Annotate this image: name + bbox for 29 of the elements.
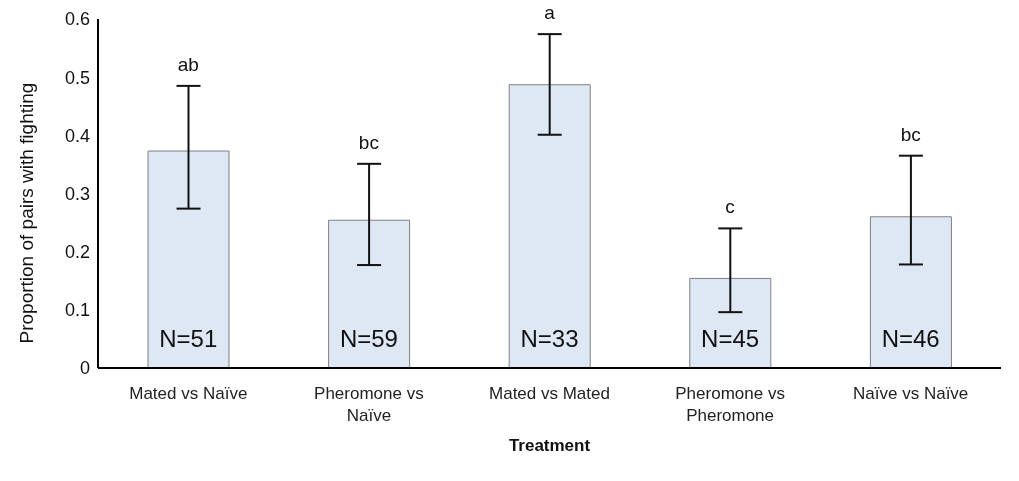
annotation: N=45 bbox=[701, 325, 760, 352]
annotation: N=33 bbox=[520, 325, 579, 352]
annotation: bc bbox=[358, 131, 379, 153]
y-tick-label: 0.2 bbox=[64, 242, 90, 263]
annotation: N=51 bbox=[159, 325, 218, 352]
y-axis-title: Proportion of pairs with fighting bbox=[15, 82, 37, 344]
annotation: a bbox=[544, 2, 556, 24]
x-tick-label: Mated vs Mated bbox=[489, 384, 610, 403]
y-tick-label: 0.4 bbox=[64, 125, 90, 146]
bar bbox=[689, 277, 772, 368]
annotation: ab bbox=[177, 53, 199, 75]
x-tick-label: Mated vs Naïve bbox=[129, 384, 248, 403]
annotation: N=46 bbox=[881, 325, 940, 352]
annotation: c bbox=[725, 196, 735, 218]
bar bbox=[328, 219, 411, 368]
x-tick-label: Naïve vs Naïve bbox=[853, 384, 969, 403]
annotation: N=59 bbox=[339, 325, 398, 352]
bar bbox=[508, 84, 591, 368]
annotation: bc bbox=[900, 123, 921, 145]
y-tick-label: 0.1 bbox=[64, 300, 90, 321]
x-axis-title: Treatment bbox=[508, 436, 591, 455]
y-tick-label: 0 bbox=[79, 358, 90, 379]
x-tick-label: Pheromone vs Pheromone bbox=[675, 384, 785, 426]
y-tick-label: 0.6 bbox=[64, 9, 90, 30]
bar bbox=[147, 150, 230, 368]
y-tick-label: 0.3 bbox=[64, 183, 90, 204]
x-tick-label: Pheromone vs Naïve bbox=[314, 384, 424, 426]
bar bbox=[869, 216, 952, 368]
y-tick-label: 0.5 bbox=[64, 67, 90, 88]
